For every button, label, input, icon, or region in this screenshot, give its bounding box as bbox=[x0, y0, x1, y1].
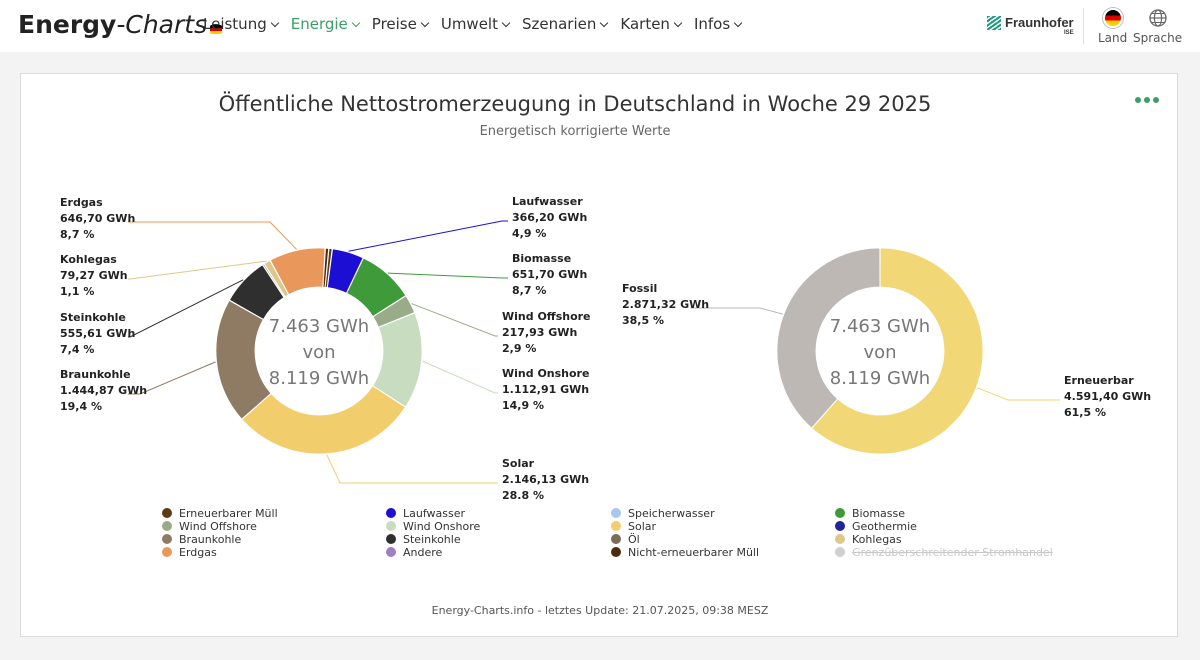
energy-charts-logo[interactable]: Energy-Charts bbox=[18, 10, 223, 39]
chart-menu-button[interactable] bbox=[1135, 97, 1159, 103]
connector-biomasse bbox=[387, 272, 508, 279]
nav-infos[interactable]: Infos bbox=[694, 15, 743, 33]
donut-renewable-vs-fossil: Erneuerbar 4.591,40 GWh 61,5 % Fossil 2.871,… bbox=[622, 247, 1151, 455]
connector-erneuerbar bbox=[977, 387, 1060, 401]
update-footnote: Energy-Charts.info - letztes Update: 21.… bbox=[431, 604, 769, 617]
legend-marker-icon bbox=[386, 521, 396, 531]
legend-item-grenzueberschreitender-stromhandel[interactable]: Grenzüberschreitender Stromhandel bbox=[835, 546, 1053, 559]
chart-title: Öffentliche Nettostromerzeugung in Deuts… bbox=[219, 91, 932, 116]
legend-marker-icon bbox=[835, 521, 845, 531]
data-label-kohlegas: Kohlegas 79,27 GWh 1,1 % bbox=[60, 253, 128, 298]
german-flag-icon bbox=[1102, 8, 1123, 28]
legend-item-speicherwasser[interactable]: Speicherwasser bbox=[611, 507, 715, 520]
legend-item-geothermie[interactable]: Geothermie bbox=[835, 520, 917, 533]
legend-marker-icon bbox=[611, 521, 621, 531]
top-navigation-bar: Energy-Charts Leistung Energie Preise Umwel… bbox=[0, 0, 1200, 52]
legend-item-braunkohle[interactable]: Braunkohle bbox=[162, 533, 241, 546]
legend-marker-icon bbox=[162, 521, 172, 531]
connector-steinkohle bbox=[128, 279, 244, 338]
legend-marker-icon bbox=[611, 547, 621, 557]
data-label-solar: Solar 2.146,13 GWh 28.8 % bbox=[502, 457, 589, 502]
connector-erdgas bbox=[128, 221, 298, 250]
legend-item-nicht-erneuerbarer-muell[interactable]: Nicht-erneuerbarer Müll bbox=[611, 546, 759, 559]
connector-laufwasser bbox=[348, 220, 508, 252]
legend-marker-icon bbox=[386, 534, 396, 544]
legend-marker-icon bbox=[162, 508, 172, 518]
connector-braunkohle bbox=[128, 361, 216, 395]
donut-generation-by-source: Laufwasser 366,20 GWh 4,9 % Biomasse 651,70 … bbox=[60, 195, 591, 502]
german-flag-icon bbox=[210, 25, 223, 34]
center-total-label: 7.463 GWh von 8.119 GWh bbox=[269, 316, 369, 389]
legend-marker-icon bbox=[386, 508, 396, 518]
legend-marker-icon bbox=[835, 534, 845, 544]
center-total-label: 7.463 GWh von 8.119 GWh bbox=[830, 316, 930, 389]
legend-item-andere[interactable]: Andere bbox=[386, 546, 442, 559]
slice-fossil[interactable] bbox=[776, 247, 881, 429]
data-label-laufwasser: Laufwasser 366,20 GWh 4,9 % bbox=[512, 195, 587, 240]
legend-item-kohlegas[interactable]: Kohlegas bbox=[835, 533, 902, 546]
connector-solar bbox=[326, 454, 498, 484]
data-label-fossil: Fossil 2.871,32 GWh 38,5 % bbox=[622, 282, 709, 327]
data-label-braunkohle: Braunkohle 1.444,87 GWh 19,4 % bbox=[60, 368, 147, 413]
legend-item-oel[interactable]: Öl bbox=[611, 533, 640, 546]
slice-steinkohle[interactable] bbox=[228, 264, 285, 320]
slice-erneuerbar[interactable] bbox=[811, 247, 984, 455]
legend-item-steinkohle[interactable]: Steinkohle bbox=[386, 533, 461, 546]
data-label-erdgas: Erdgas 646,70 GWh 8,7 % bbox=[60, 196, 135, 241]
nav-energie[interactable]: Energie bbox=[291, 15, 361, 33]
slice-erdgas[interactable] bbox=[269, 247, 326, 296]
legend-marker-icon bbox=[386, 547, 396, 557]
slice-erneuerbarer-muell[interactable] bbox=[324, 248, 333, 288]
slice-braunkohle[interactable] bbox=[215, 299, 272, 420]
connector-kohlegas bbox=[128, 260, 267, 280]
legend-marker-icon bbox=[162, 534, 172, 544]
data-label-steinkohle: Steinkohle 555,61 GWh 7,4 % bbox=[60, 311, 135, 356]
legend-marker-icon bbox=[611, 534, 621, 544]
legend-marker-icon bbox=[835, 547, 845, 557]
country-selector[interactable]: Land bbox=[1098, 8, 1127, 45]
nav-karten[interactable]: Karten bbox=[620, 15, 683, 33]
main-menu: Leistung Energie Preise Umwelt Szenarien Kart… bbox=[203, 15, 743, 33]
data-label-wind-offshore: Wind Offshore 217,93 GWh 2,9 % bbox=[502, 310, 591, 355]
legend-item-erdgas[interactable]: Erdgas bbox=[162, 546, 217, 559]
legend-item-erneuerbarer-muell[interactable]: Erneuerbarer Müll bbox=[162, 507, 278, 520]
data-label-biomasse: Biomasse 651,70 GWh 8,7 % bbox=[512, 252, 587, 297]
fraunhofer-mark-icon bbox=[987, 16, 1001, 30]
data-label-erneuerbar: Erneuerbar 4.591,40 GWh 61,5 % bbox=[1064, 374, 1151, 419]
language-selector[interactable]: Sprache bbox=[1133, 8, 1182, 45]
legend-marker-icon bbox=[611, 508, 621, 518]
legend-item-wind-offshore[interactable]: Wind Offshore bbox=[162, 520, 257, 533]
data-label-wind-onshore: Wind Onshore 1.112,91 GWh 14,9 % bbox=[502, 367, 589, 412]
slice-biomasse[interactable] bbox=[346, 257, 407, 318]
slice-wind-onshore[interactable] bbox=[372, 312, 423, 408]
legend-item-wind-onshore[interactable]: Wind Onshore bbox=[386, 520, 480, 533]
nav-preise[interactable]: Preise bbox=[372, 15, 430, 33]
connector-wind-onshore bbox=[422, 360, 498, 394]
chart-card bbox=[20, 73, 1178, 637]
globe-icon bbox=[1148, 9, 1167, 27]
fraunhofer-logo[interactable]: Fraunhofer ISE bbox=[987, 15, 1074, 36]
nav-umwelt[interactable]: Umwelt bbox=[441, 15, 511, 33]
chart-subtitle: Energetisch korrigierte Werte bbox=[480, 124, 671, 139]
nav-leistung[interactable]: Leistung bbox=[203, 15, 279, 33]
divider bbox=[1083, 8, 1084, 44]
legend-item-laufwasser[interactable]: Laufwasser bbox=[386, 507, 465, 520]
connector-wind-offshore bbox=[411, 303, 498, 337]
legend-item-biomasse[interactable]: Biomasse bbox=[835, 507, 905, 520]
legend-item-solar[interactable]: Solar bbox=[611, 520, 656, 533]
legend-marker-icon bbox=[835, 508, 845, 518]
legend-marker-icon bbox=[162, 547, 172, 557]
connector-fossil bbox=[690, 307, 783, 315]
slice-solar[interactable] bbox=[241, 385, 406, 455]
nav-szenarien[interactable]: Szenarien bbox=[522, 15, 609, 33]
